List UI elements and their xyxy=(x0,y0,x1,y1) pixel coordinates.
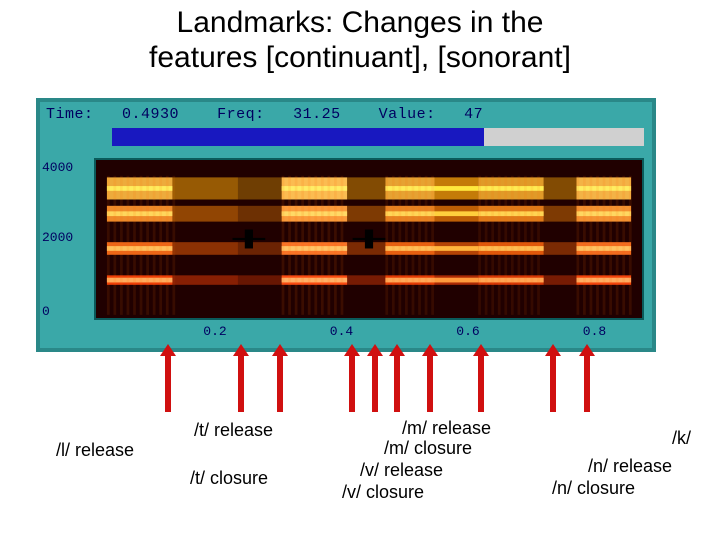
phoneme-label: /v/ closure xyxy=(342,482,424,503)
freq-label: Freq: xyxy=(217,106,265,123)
phoneme-label: /m/ closure xyxy=(384,438,472,459)
y-tick: 4000 xyxy=(42,160,73,175)
phoneme-label: /t/ closure xyxy=(190,468,268,489)
time-value: 0.4930 xyxy=(122,106,179,123)
value-value: 47 xyxy=(464,106,483,123)
landmark-arrow xyxy=(238,356,244,412)
landmark-arrow xyxy=(478,356,484,412)
landmark-arrow xyxy=(584,356,590,412)
landmark-arrow xyxy=(372,356,378,412)
landmark-arrow xyxy=(394,356,400,412)
phoneme-label: /m/ release xyxy=(402,418,491,439)
x-tick: 0.6 xyxy=(456,324,479,339)
x-tick: 0.2 xyxy=(203,324,226,339)
slide-title: Landmarks: Changes in the features [cont… xyxy=(0,0,720,79)
landmark-arrows xyxy=(36,352,656,412)
value-label: Value: xyxy=(379,106,436,123)
x-tick: 0.8 xyxy=(583,324,606,339)
y-tick: 2000 xyxy=(42,230,73,245)
x-axis: 0.2 0.4 0.6 0.8 xyxy=(94,324,644,342)
phoneme-label: /t/ release xyxy=(194,420,273,441)
landmark-arrow xyxy=(550,356,556,412)
phoneme-label: /n/ release xyxy=(588,456,672,477)
progress-fill xyxy=(112,128,484,146)
phoneme-labels: /l/ release/t/ release/t/ closure/m/ rel… xyxy=(0,416,720,536)
title-line-2: features [continuant], [sonorant] xyxy=(149,41,571,74)
readout-bar: Time: 0.4930 Freq: 31.25 Value: 47 xyxy=(46,106,483,123)
progress-bar[interactable] xyxy=(112,128,644,146)
landmark-arrow xyxy=(427,356,433,412)
spectrogram-plot[interactable] xyxy=(94,158,644,320)
freq-value: 31.25 xyxy=(293,106,341,123)
phoneme-label: /v/ release xyxy=(360,460,443,481)
phoneme-label: /k/ xyxy=(672,428,691,449)
landmark-arrow xyxy=(277,356,283,412)
y-tick: 0 xyxy=(42,304,50,319)
phoneme-label: /l/ release xyxy=(56,440,134,461)
title-line-1: Landmarks: Changes in the xyxy=(177,6,544,39)
phoneme-label: /n/ closure xyxy=(552,478,635,499)
spectrogram-panel: Time: 0.4930 Freq: 31.25 Value: 47 4000 2… xyxy=(36,98,656,352)
time-label: Time: xyxy=(46,106,94,123)
landmark-arrow xyxy=(165,356,171,412)
landmark-arrow xyxy=(349,356,355,412)
x-tick: 0.4 xyxy=(330,324,353,339)
